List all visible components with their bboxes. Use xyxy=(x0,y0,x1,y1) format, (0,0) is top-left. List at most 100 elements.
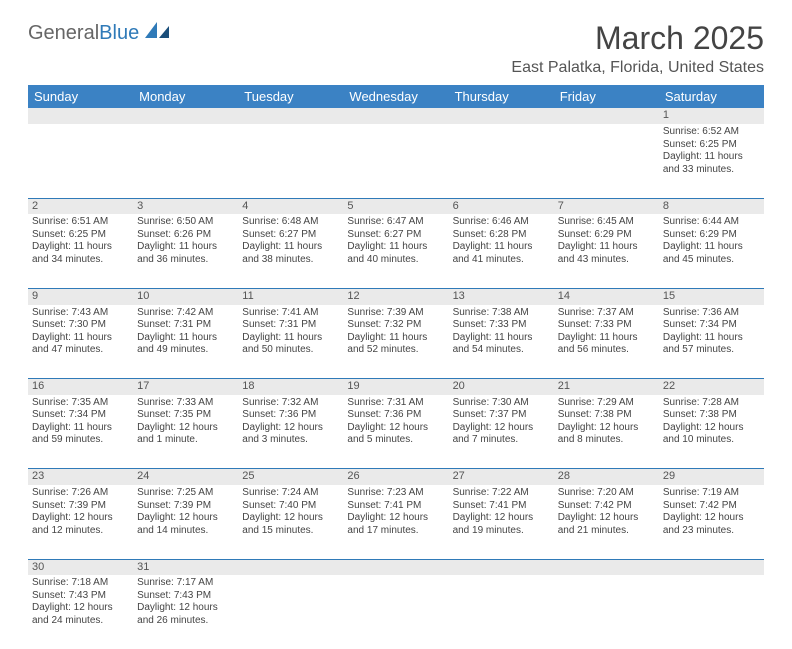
sunrise-text: Sunrise: 6:47 AM xyxy=(347,216,444,229)
sunrise-text: Sunrise: 7:23 AM xyxy=(347,487,444,500)
day-cell xyxy=(659,575,764,649)
daylight-text: Daylight: 11 hours and 49 minutes. xyxy=(137,332,234,357)
sunrise-text: Sunrise: 7:37 AM xyxy=(558,307,655,320)
sunset-text: Sunset: 7:39 PM xyxy=(32,500,129,513)
sunrise-text: Sunrise: 7:33 AM xyxy=(137,397,234,410)
sunset-text: Sunset: 7:30 PM xyxy=(32,319,129,332)
sunset-text: Sunset: 7:43 PM xyxy=(137,590,234,603)
sunset-text: Sunset: 6:25 PM xyxy=(663,139,760,152)
sunset-text: Sunset: 6:26 PM xyxy=(137,229,234,242)
sunrise-text: Sunrise: 7:31 AM xyxy=(347,397,444,410)
weekday-header-row: SundayMondayTuesdayWednesdayThursdayFrid… xyxy=(28,85,764,108)
sunrise-text: Sunrise: 7:32 AM xyxy=(242,397,339,410)
sunset-text: Sunset: 6:27 PM xyxy=(347,229,444,242)
daylight-text: Daylight: 11 hours and 52 minutes. xyxy=(347,332,444,357)
day-number-cell: 22 xyxy=(659,379,764,395)
sunset-text: Sunset: 7:42 PM xyxy=(558,500,655,513)
day-number-cell: 27 xyxy=(449,469,554,485)
day-number-cell: 24 xyxy=(133,469,238,485)
daylight-text: Daylight: 11 hours and 34 minutes. xyxy=(32,241,129,266)
day-number-cell xyxy=(449,559,554,575)
daylight-text: Daylight: 12 hours and 23 minutes. xyxy=(663,512,760,537)
day-cell xyxy=(449,575,554,649)
sunset-text: Sunset: 7:43 PM xyxy=(32,590,129,603)
day-number-cell: 31 xyxy=(133,559,238,575)
daylight-text: Daylight: 12 hours and 5 minutes. xyxy=(347,422,444,447)
day-cell: Sunrise: 6:45 AMSunset: 6:29 PMDaylight:… xyxy=(554,214,659,288)
daylight-text: Daylight: 12 hours and 19 minutes. xyxy=(453,512,550,537)
day-cell: Sunrise: 7:28 AMSunset: 7:38 PMDaylight:… xyxy=(659,395,764,469)
day-cell xyxy=(449,124,554,198)
daylight-text: Daylight: 12 hours and 24 minutes. xyxy=(32,602,129,627)
sunrise-text: Sunrise: 6:50 AM xyxy=(137,216,234,229)
daylight-text: Daylight: 11 hours and 54 minutes. xyxy=(453,332,550,357)
daylight-text: Daylight: 11 hours and 47 minutes. xyxy=(32,332,129,357)
sunrise-text: Sunrise: 6:45 AM xyxy=(558,216,655,229)
weekday-header: Sunday xyxy=(28,85,133,108)
sunset-text: Sunset: 7:38 PM xyxy=(558,409,655,422)
daylight-text: Daylight: 12 hours and 21 minutes. xyxy=(558,512,655,537)
sunset-text: Sunset: 7:37 PM xyxy=(453,409,550,422)
day-cell xyxy=(28,124,133,198)
day-number-cell: 6 xyxy=(449,198,554,214)
sunset-text: Sunset: 7:41 PM xyxy=(347,500,444,513)
calendar-table: SundayMondayTuesdayWednesdayThursdayFrid… xyxy=(28,85,764,649)
sunrise-text: Sunrise: 7:43 AM xyxy=(32,307,129,320)
daylight-text: Daylight: 12 hours and 10 minutes. xyxy=(663,422,760,447)
sunrise-text: Sunrise: 7:30 AM xyxy=(453,397,550,410)
day-cell: Sunrise: 7:33 AMSunset: 7:35 PMDaylight:… xyxy=(133,395,238,469)
day-cell: Sunrise: 7:17 AMSunset: 7:43 PMDaylight:… xyxy=(133,575,238,649)
day-cell: Sunrise: 6:52 AMSunset: 6:25 PMDaylight:… xyxy=(659,124,764,198)
month-title: March 2025 xyxy=(511,20,764,57)
daylight-text: Daylight: 11 hours and 50 minutes. xyxy=(242,332,339,357)
daylight-text: Daylight: 12 hours and 15 minutes. xyxy=(242,512,339,537)
sail-icon xyxy=(143,20,171,46)
day-cell: Sunrise: 7:43 AMSunset: 7:30 PMDaylight:… xyxy=(28,305,133,379)
day-number-cell xyxy=(343,559,448,575)
sunset-text: Sunset: 7:34 PM xyxy=(32,409,129,422)
logo-text-2: Blue xyxy=(99,22,139,45)
weekday-header: Tuesday xyxy=(238,85,343,108)
sunset-text: Sunset: 6:27 PM xyxy=(242,229,339,242)
sunset-text: Sunset: 7:42 PM xyxy=(663,500,760,513)
sunset-text: Sunset: 7:34 PM xyxy=(663,319,760,332)
sunrise-text: Sunrise: 7:28 AM xyxy=(663,397,760,410)
day-cell: Sunrise: 6:46 AMSunset: 6:28 PMDaylight:… xyxy=(449,214,554,288)
daylight-text: Daylight: 12 hours and 12 minutes. xyxy=(32,512,129,537)
weekday-header: Friday xyxy=(554,85,659,108)
day-number-cell: 2 xyxy=(28,198,133,214)
day-cell: Sunrise: 7:32 AMSunset: 7:36 PMDaylight:… xyxy=(238,395,343,469)
sunset-text: Sunset: 7:36 PM xyxy=(347,409,444,422)
sunrise-text: Sunrise: 7:36 AM xyxy=(663,307,760,320)
sunrise-text: Sunrise: 7:17 AM xyxy=(137,577,234,590)
sunset-text: Sunset: 7:31 PM xyxy=(137,319,234,332)
logo: GeneralBlue xyxy=(28,20,171,46)
daylight-text: Daylight: 11 hours and 40 minutes. xyxy=(347,241,444,266)
day-cell: Sunrise: 7:35 AMSunset: 7:34 PMDaylight:… xyxy=(28,395,133,469)
sunrise-text: Sunrise: 7:24 AM xyxy=(242,487,339,500)
day-cell: Sunrise: 7:30 AMSunset: 7:37 PMDaylight:… xyxy=(449,395,554,469)
sunset-text: Sunset: 7:32 PM xyxy=(347,319,444,332)
sunset-text: Sunset: 7:35 PM xyxy=(137,409,234,422)
weekday-header: Thursday xyxy=(449,85,554,108)
sunset-text: Sunset: 7:33 PM xyxy=(558,319,655,332)
sunset-text: Sunset: 6:25 PM xyxy=(32,229,129,242)
weekday-header: Saturday xyxy=(659,85,764,108)
sunset-text: Sunset: 7:40 PM xyxy=(242,500,339,513)
day-cell: Sunrise: 6:47 AMSunset: 6:27 PMDaylight:… xyxy=(343,214,448,288)
day-number-cell xyxy=(449,108,554,124)
weekday-header: Wednesday xyxy=(343,85,448,108)
sunrise-text: Sunrise: 7:18 AM xyxy=(32,577,129,590)
sunrise-text: Sunrise: 7:42 AM xyxy=(137,307,234,320)
day-cell: Sunrise: 7:41 AMSunset: 7:31 PMDaylight:… xyxy=(238,305,343,379)
daylight-text: Daylight: 11 hours and 45 minutes. xyxy=(663,241,760,266)
day-cell xyxy=(343,575,448,649)
day-number-cell xyxy=(238,559,343,575)
daylight-text: Daylight: 12 hours and 17 minutes. xyxy=(347,512,444,537)
day-cell: Sunrise: 7:20 AMSunset: 7:42 PMDaylight:… xyxy=(554,485,659,559)
day-number-cell: 23 xyxy=(28,469,133,485)
day-number-cell: 10 xyxy=(133,288,238,304)
day-number-cell: 11 xyxy=(238,288,343,304)
sunrise-text: Sunrise: 7:35 AM xyxy=(32,397,129,410)
daylight-text: Daylight: 12 hours and 7 minutes. xyxy=(453,422,550,447)
